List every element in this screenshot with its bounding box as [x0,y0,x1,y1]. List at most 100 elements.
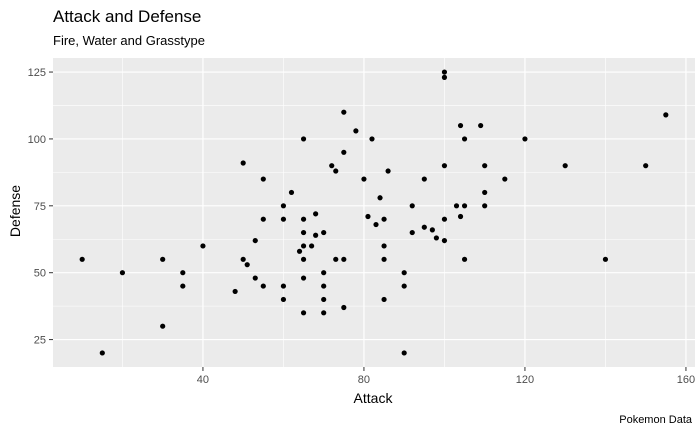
data-point [297,249,302,254]
data-point [402,270,407,275]
data-point [462,136,467,141]
chart-title: Attack and Defense [53,7,201,26]
data-point [402,350,407,355]
data-point [301,136,306,141]
data-point [301,275,306,280]
x-tick-label: 40 [197,374,209,386]
data-point [253,238,258,243]
y-tick-label: 100 [28,134,46,146]
data-point [241,257,246,262]
data-point [377,195,382,200]
data-point [180,270,185,275]
x-axis-title: Attack [354,390,394,406]
data-point [422,176,427,181]
data-point [333,168,338,173]
data-point [321,270,326,275]
data-point [313,233,318,238]
data-point [245,262,250,267]
data-point [120,270,125,275]
data-point [301,257,306,262]
data-point [430,227,435,232]
data-point [442,217,447,222]
data-point [321,297,326,302]
data-point [253,275,258,280]
data-point [563,163,568,168]
x-axis: 40 80 120 160 [197,367,695,386]
data-point [442,75,447,80]
data-point [353,128,358,133]
data-point [100,350,105,355]
data-point [261,283,266,288]
data-point [381,243,386,248]
data-point [321,283,326,288]
y-tick-label: 125 [28,67,46,79]
x-tick-label: 80 [358,374,370,386]
data-point [434,235,439,240]
data-point [160,257,165,262]
data-point [329,163,334,168]
data-point [313,211,318,216]
data-point [341,257,346,262]
data-point [373,222,378,227]
data-point [301,243,306,248]
data-point [301,230,306,235]
data-point [478,123,483,128]
data-point [281,283,286,288]
data-point [309,243,314,248]
data-point [462,203,467,208]
y-tick-label: 75 [34,201,46,213]
data-point [301,310,306,315]
data-point [381,257,386,262]
data-point [321,310,326,315]
data-point [458,123,463,128]
data-point [422,225,427,230]
data-point [341,150,346,155]
data-point [385,168,390,173]
data-point [663,112,668,117]
data-point [482,190,487,195]
data-point [482,203,487,208]
data-point [458,214,463,219]
data-point [603,257,608,262]
data-point [289,190,294,195]
data-point [233,289,238,294]
data-point [402,283,407,288]
data-point [301,217,306,222]
data-point [80,257,85,262]
data-point [369,136,374,141]
data-point [281,297,286,302]
data-point [180,283,185,288]
data-point [341,305,346,310]
data-point [442,69,447,74]
x-tick-label: 160 [677,374,695,386]
data-point [281,217,286,222]
data-point [261,217,266,222]
data-point [643,163,648,168]
data-point [482,163,487,168]
data-point [410,230,415,235]
plot-panel [53,58,695,367]
data-point [333,257,338,262]
y-tick-label: 50 [34,268,46,280]
chart-subtitle: Fire, Water and Grasstype [53,33,205,48]
data-point [341,110,346,115]
data-point [522,136,527,141]
data-point [442,238,447,243]
y-tick-label: 25 [34,335,46,347]
data-point [241,160,246,165]
data-point [361,176,366,181]
data-point [200,243,205,248]
data-point [365,214,370,219]
y-axis-title: Defense [7,185,23,237]
data-point [321,230,326,235]
y-axis: 25 50 75 100 125 [28,67,53,347]
data-point [281,203,286,208]
data-point [261,176,266,181]
chart-caption: Pokemon Data [619,414,693,426]
data-point [410,203,415,208]
data-point [381,297,386,302]
data-point [160,324,165,329]
data-point [381,217,386,222]
data-point [502,176,507,181]
